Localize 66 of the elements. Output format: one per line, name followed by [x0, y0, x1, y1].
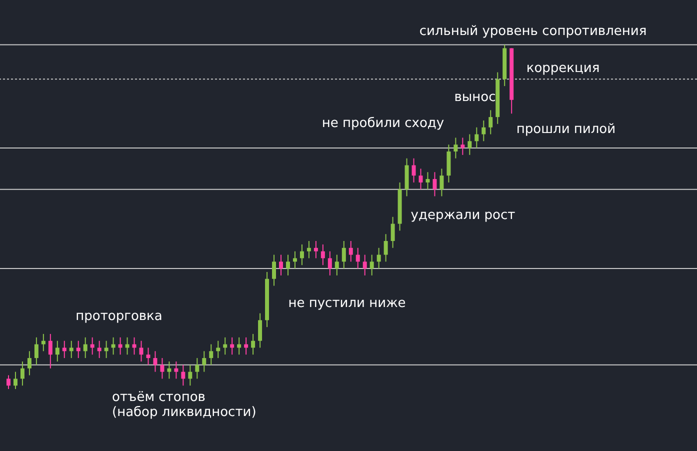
- text: отъём стопов (набор ликвидности): [112, 390, 256, 420]
- candlestick: [314, 240, 318, 259]
- annotation: вынос: [454, 90, 496, 105]
- candlestick: [20, 360, 24, 386]
- candlestick: [167, 360, 172, 380]
- candlestick: [320, 244, 325, 266]
- candlestick: [376, 247, 381, 270]
- candlestick: [55, 340, 60, 362]
- candlestick: [279, 254, 283, 276]
- annotation: не пустили ниже: [288, 296, 406, 311]
- candlestick: [460, 137, 465, 156]
- candlestick: [356, 247, 360, 270]
- candlestick: [474, 126, 479, 149]
- candlestick: [348, 240, 353, 262]
- candlestick: [181, 364, 186, 386]
- candlestick: [334, 254, 339, 276]
- candlestick: [432, 172, 437, 197]
- candlestick: [174, 360, 178, 380]
- candlestick: [390, 216, 395, 248]
- candlestick: [13, 371, 18, 390]
- candlestick: [286, 254, 290, 276]
- annotation: удержали рост: [410, 208, 516, 223]
- candlestick: [454, 137, 458, 159]
- annotation: проторговка: [76, 309, 162, 324]
- candlestick: [69, 340, 74, 359]
- candlestick: [292, 250, 297, 270]
- candlestick: [216, 340, 220, 359]
- candlestick: [97, 340, 102, 359]
- candlestick: [202, 350, 206, 372]
- candlestick: [195, 358, 200, 380]
- annotation: не пробили сходу: [322, 116, 444, 131]
- candlestick: [306, 240, 311, 259]
- candlestick: [384, 234, 388, 262]
- text: прошли пилой: [516, 122, 616, 137]
- candlestick: [139, 340, 144, 362]
- candlestick: [209, 344, 214, 366]
- candlestick: [370, 254, 374, 276]
- candlestick: [272, 254, 276, 286]
- candlestick: [426, 172, 430, 190]
- candlestick: [342, 240, 346, 270]
- candlestick: [482, 120, 486, 142]
- candlestick: [468, 134, 472, 156]
- candlestick: [258, 312, 262, 348]
- candlestick: [153, 350, 158, 372]
- candlestick: [104, 340, 108, 359]
- candlestick: [362, 254, 367, 276]
- text: коррекция: [526, 61, 600, 76]
- candlestick: [76, 340, 80, 359]
- candlestick: [251, 333, 256, 356]
- candlestick: [48, 333, 52, 369]
- candlestick: [34, 336, 38, 366]
- candlestick: [83, 336, 88, 359]
- candlestick: [41, 333, 46, 352]
- candlestick: [62, 340, 66, 359]
- candlestick: [488, 110, 493, 135]
- candlestick: [146, 347, 150, 366]
- candlestick: [188, 364, 192, 386]
- candlestick: [418, 168, 423, 190]
- candlestick: [328, 250, 332, 276]
- candlestick: [412, 158, 416, 183]
- candlestick: [6, 374, 10, 390]
- candlestick: [440, 168, 444, 197]
- candlestick: [300, 244, 304, 266]
- candlestick: [160, 358, 164, 380]
- text: сильный уровень сопротивления: [419, 24, 647, 39]
- candlestick: [27, 350, 32, 376]
